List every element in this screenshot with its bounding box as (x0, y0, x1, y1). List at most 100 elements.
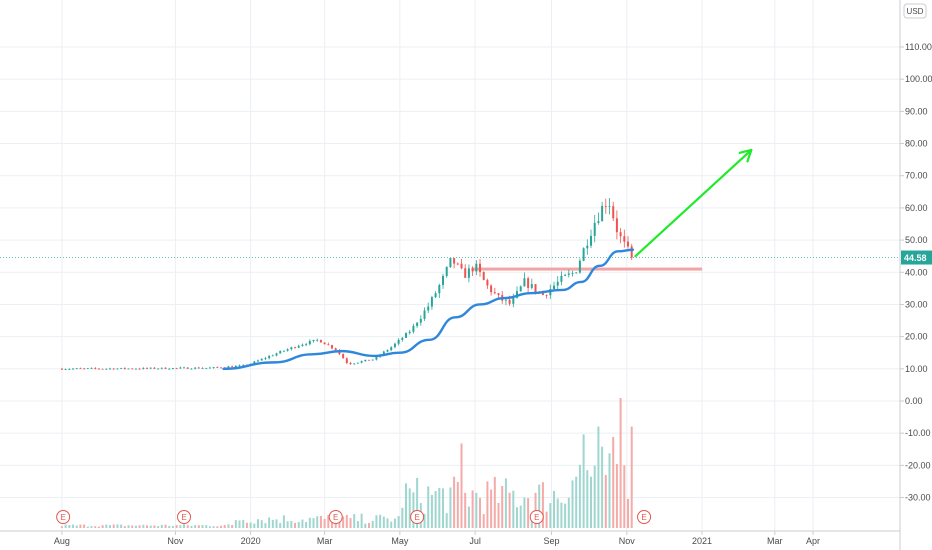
candle-body (419, 318, 422, 323)
earnings-marker-circle (529, 510, 544, 524)
volume-bar (467, 506, 470, 528)
candle-body (368, 359, 371, 361)
earnings-marker-circle (56, 510, 71, 524)
candle-body (157, 368, 160, 370)
candle-body (208, 367, 211, 369)
volume-bar (208, 526, 211, 528)
candle-body (519, 286, 522, 292)
candle-body (530, 284, 533, 288)
earnings-marker-label: E (60, 513, 65, 522)
volume-bar (423, 513, 426, 528)
candle-body (590, 235, 593, 246)
volume-bar (68, 524, 71, 528)
volume-bar (186, 525, 189, 528)
volume-bar (379, 514, 382, 528)
volume-bar (567, 497, 570, 528)
volume-bar (116, 524, 119, 528)
volume-bar (593, 465, 596, 528)
volume-bar (438, 488, 441, 528)
volume-bar (416, 477, 419, 528)
volume-bar (72, 524, 75, 528)
candle-body (271, 355, 274, 357)
earnings-marker[interactable]: E (410, 510, 425, 524)
candle-body (608, 206, 611, 207)
candle-body (175, 367, 178, 369)
volume-bar (612, 437, 615, 528)
volume-bar (545, 511, 548, 528)
volume-bar (194, 525, 197, 528)
volume-bar (253, 523, 256, 528)
candle-body (471, 268, 474, 272)
volume-bar (249, 522, 252, 528)
volume-bar (412, 492, 415, 528)
price-tick-label: 90.00 (905, 106, 928, 116)
volume-bar (327, 515, 330, 528)
volume-bar (334, 522, 337, 528)
earnings-marker-circle (328, 510, 343, 524)
candle-body (112, 368, 115, 370)
volume-bar (364, 523, 367, 528)
volume-bar (268, 517, 271, 528)
price-tick-label: 20.00 (905, 332, 928, 342)
earnings-marker[interactable]: E (529, 510, 544, 524)
candle-body (160, 367, 163, 369)
volume-bar (349, 518, 352, 528)
candle-body (375, 356, 378, 360)
candle-body (212, 367, 215, 368)
volume-bar (527, 498, 530, 528)
candle-body (294, 347, 297, 349)
volume-bar (60, 526, 63, 528)
volume-bar (220, 525, 223, 528)
volume-bar (90, 526, 93, 528)
volume-bar (541, 482, 544, 528)
volume-bar (179, 525, 182, 528)
volume-bar (442, 488, 445, 528)
candle-body (60, 368, 63, 370)
moving-average (222, 248, 635, 371)
volume-bar (105, 524, 108, 528)
volume-bar (578, 464, 581, 528)
candle-body (216, 367, 219, 368)
volume-bar (371, 520, 374, 528)
candle-body (593, 222, 596, 236)
currency-box-frame (903, 3, 927, 19)
volume-bar (397, 516, 400, 528)
earnings-marker[interactable]: E (56, 510, 71, 524)
volume-bar (434, 491, 437, 528)
volume-bar (183, 524, 186, 528)
candle-body (464, 268, 467, 278)
support-level (471, 267, 703, 271)
volume-bar (164, 524, 167, 528)
candle-body (615, 218, 618, 233)
candle-body (142, 367, 145, 369)
candle-body (253, 361, 256, 364)
trend-arrow-line[interactable] (634, 148, 753, 258)
volume-bar (286, 521, 289, 528)
price-tick-label: 10.00 (905, 364, 928, 374)
volume-bar (571, 480, 574, 528)
volume-bar (271, 519, 274, 528)
time-tick-label: Sep (544, 536, 560, 546)
volume-bar (623, 465, 626, 528)
candle-body (504, 299, 507, 301)
support-level-line[interactable] (471, 267, 703, 271)
candle-body (571, 273, 574, 274)
candle-body (482, 271, 485, 281)
earnings-marker[interactable]: E (177, 510, 192, 524)
candle-body (186, 367, 189, 369)
earnings-marker[interactable]: E (637, 510, 652, 524)
candle-body (101, 368, 104, 370)
trend-arrow-head (738, 148, 753, 163)
earnings-marker[interactable]: E (328, 510, 343, 524)
candle-body (331, 345, 334, 349)
candle-body (168, 368, 171, 370)
currency-box[interactable]: USD (903, 3, 927, 19)
candle-body (578, 260, 581, 273)
time-tick-label: Mar (767, 536, 783, 546)
time-tick-label: Mar (317, 536, 333, 546)
candle-body (327, 344, 330, 346)
volume-bar (120, 524, 123, 528)
candle-body (371, 359, 374, 361)
price-tick-label: 70.00 (905, 171, 928, 181)
